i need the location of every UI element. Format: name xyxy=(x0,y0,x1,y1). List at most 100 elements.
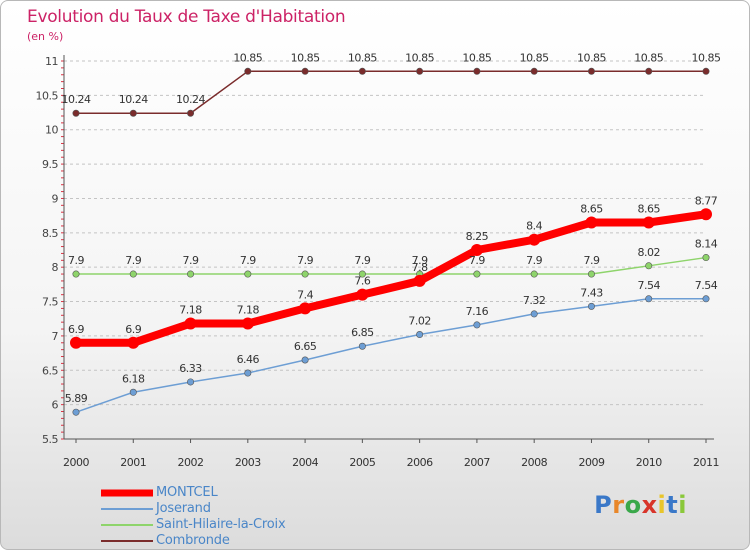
data-label: 8.77 xyxy=(695,194,718,207)
data-label: 10.85 xyxy=(462,51,491,64)
series-line xyxy=(75,298,707,413)
data-label: 8.4 xyxy=(526,220,542,233)
y-tick-label: 6 xyxy=(52,399,59,412)
data-label: 7.16 xyxy=(466,305,489,318)
data-point xyxy=(645,262,653,270)
data-point xyxy=(358,270,366,278)
data-point xyxy=(356,288,369,301)
data-point xyxy=(184,317,197,330)
data-point xyxy=(244,67,252,75)
data-point xyxy=(358,67,366,75)
data-point xyxy=(129,270,137,278)
data-label: 8.65 xyxy=(637,203,660,216)
data-label: 10.85 xyxy=(692,51,721,64)
data-point xyxy=(702,67,710,75)
data-point xyxy=(700,208,712,221)
data-label: 7.9 xyxy=(583,254,599,267)
data-label: 7.9 xyxy=(183,254,199,267)
y-tick-label: 9 xyxy=(52,192,59,205)
data-label: 7.43 xyxy=(580,286,603,299)
x-tick-label: 2003 xyxy=(235,456,261,469)
data-label: 7.9 xyxy=(297,254,313,267)
y-tick-label: 8 xyxy=(52,261,59,274)
data-point xyxy=(473,321,481,329)
data-point xyxy=(127,336,140,349)
y-tick-label: 8.5 xyxy=(42,227,58,240)
proxiti-logo: Proxiti xyxy=(594,491,687,519)
data-label: 10.24 xyxy=(176,93,205,106)
data-label: 7.18 xyxy=(237,304,260,317)
data-label: 6.33 xyxy=(179,362,202,375)
data-point xyxy=(645,67,653,75)
data-point xyxy=(241,317,254,330)
x-tick-label: 2000 xyxy=(63,456,89,469)
data-point xyxy=(72,408,80,416)
x-tick-label: 2011 xyxy=(693,456,719,469)
data-point xyxy=(587,67,595,75)
data-label: 5.89 xyxy=(65,392,88,405)
data-point xyxy=(187,378,195,386)
data-label: 7.9 xyxy=(125,254,141,267)
legend-swatch xyxy=(101,540,153,542)
data-label: 6.65 xyxy=(294,340,317,353)
x-tick-label: 2004 xyxy=(292,456,318,469)
data-point xyxy=(129,109,137,117)
legend-swatch xyxy=(101,508,153,510)
data-point xyxy=(301,270,309,278)
data-label: 10.24 xyxy=(119,93,148,106)
data-label: 7.9 xyxy=(354,254,370,267)
brand-letter: t xyxy=(666,491,679,519)
x-tick-label: 2010 xyxy=(636,456,662,469)
data-point xyxy=(72,270,80,278)
data-label: 8.65 xyxy=(580,203,603,216)
data-label: 8.02 xyxy=(637,246,660,259)
data-label: 10.85 xyxy=(577,51,606,64)
brand-letter: i xyxy=(657,491,667,519)
y-tick-label: 6.5 xyxy=(42,364,58,377)
data-label: 7.9 xyxy=(240,254,256,267)
data-label: 7.9 xyxy=(469,254,485,267)
data-label: 7.9 xyxy=(412,254,428,267)
data-point xyxy=(301,67,309,75)
data-point xyxy=(413,274,426,287)
brand-letter: r xyxy=(612,491,625,519)
y-tick-label: 7.5 xyxy=(42,296,58,309)
data-label: 7.54 xyxy=(637,279,660,292)
data-point xyxy=(530,67,538,75)
legend-label: Saint-Hilaire-la-Croix xyxy=(156,517,286,532)
data-point xyxy=(416,331,424,339)
data-label: 10.85 xyxy=(405,51,434,64)
x-tick-label: 2006 xyxy=(407,456,433,469)
x-tick-label: 2009 xyxy=(578,456,604,469)
data-point xyxy=(528,233,541,246)
data-point xyxy=(473,67,481,75)
data-label: 6.9 xyxy=(68,323,84,336)
data-label: 10.85 xyxy=(233,51,262,64)
brand-letter: i xyxy=(678,491,687,519)
data-label: 7.9 xyxy=(68,254,84,267)
series-line xyxy=(75,70,707,114)
series-line xyxy=(75,256,707,275)
data-point xyxy=(244,270,252,278)
data-label: 8.14 xyxy=(695,238,718,251)
data-label: 10.24 xyxy=(62,93,91,106)
x-tick-label: 2001 xyxy=(120,456,146,469)
data-point xyxy=(587,270,595,278)
y-tick-label: 7 xyxy=(52,330,59,343)
data-point xyxy=(129,388,137,396)
x-tick-label: 2008 xyxy=(521,456,547,469)
chart-subtitle: (en %) xyxy=(27,30,64,43)
y-tick-label: 10.5 xyxy=(36,89,59,102)
data-label: 10.85 xyxy=(520,51,549,64)
data-label: 10.85 xyxy=(291,51,320,64)
data-point xyxy=(358,342,366,350)
data-label: 7.18 xyxy=(179,304,202,317)
data-point xyxy=(187,109,195,117)
data-label: 10.85 xyxy=(634,51,663,64)
data-point xyxy=(585,216,598,229)
data-label: 6.46 xyxy=(237,353,260,366)
data-point xyxy=(187,270,195,278)
data-point xyxy=(530,310,538,318)
